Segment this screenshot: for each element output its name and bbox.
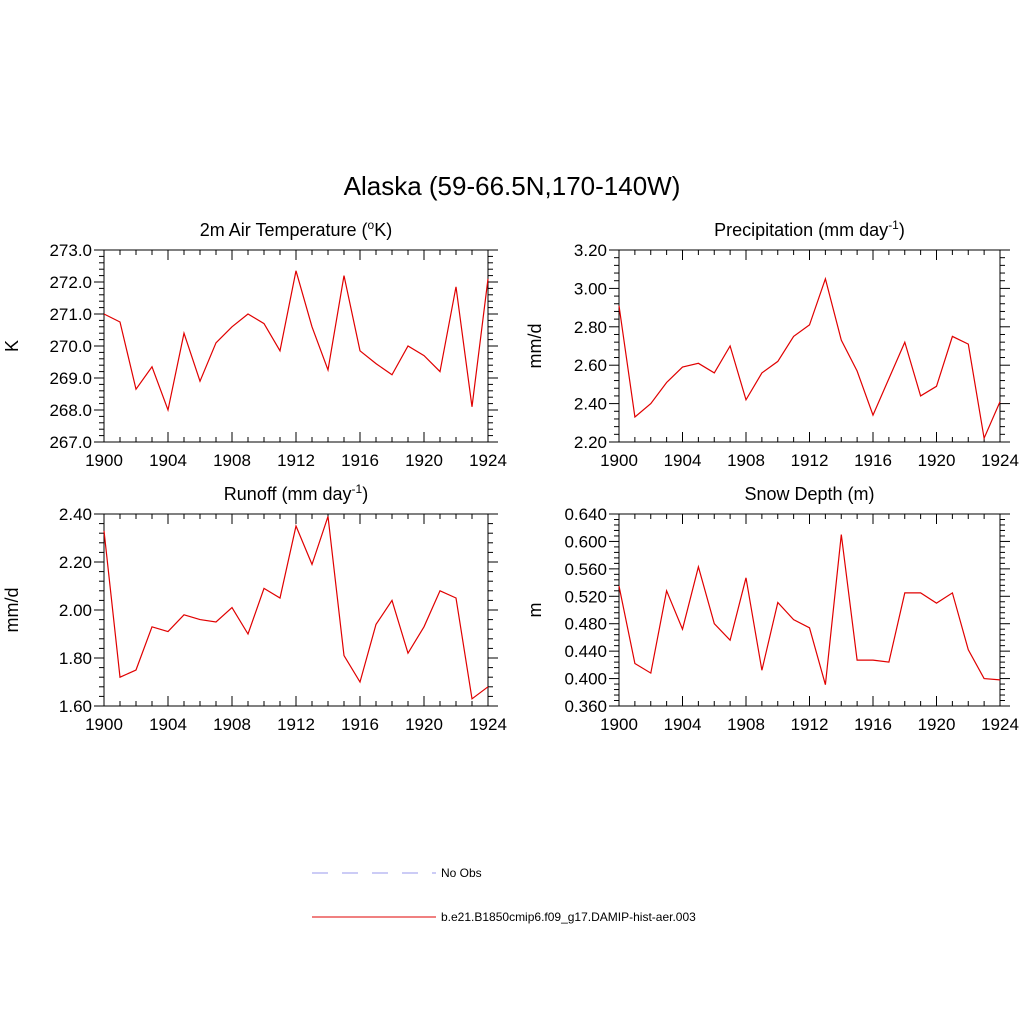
y-tick-label: 271.0 [49,305,92,324]
y-tick-label: 0.520 [564,587,607,606]
panel-title-air-temperature: 2m Air Temperature (oK) [200,218,392,240]
legend: No Obs b.e21.B1850cmip6.f09_g17.DAMIP-hi… [312,866,696,924]
y-tick-label: 0.360 [564,697,607,716]
panel-title-snow-depth: Snow Depth (m) [744,484,874,504]
x-tick-label: 1916 [341,451,379,470]
x-tick-label: 1912 [791,715,829,734]
x-tick-label: 1924 [469,715,507,734]
y-axis-label-precipitation: mm/d [525,324,545,369]
x-tick-label: 1920 [918,451,956,470]
y-tick-label: 267.0 [49,433,92,452]
y-tick-label: 270.0 [49,337,92,356]
x-tick-label: 1908 [727,715,765,734]
x-tick-label: 1900 [85,715,123,734]
panel-air-temperature: 1900 1904 1908 1912 1916 1920 1924 267.0 268.0 26… [2,218,507,470]
x-tick-label: 1912 [277,715,315,734]
figure-title: Alaska (59-66.5N,170-140W) [344,171,681,201]
y-tick-label: 0.600 [564,532,607,551]
plot-frame-runoff [103,513,489,707]
x-tick-label: 1900 [600,715,638,734]
x-tick-label: 1920 [405,715,443,734]
x-tick-label: 1920 [405,451,443,470]
plot-frame-snow-depth [618,513,1001,707]
x-tick-label: 1900 [600,451,638,470]
x-tick-label: 1900 [85,451,123,470]
y-tick-label: 1.60 [59,697,92,716]
y-tick-label: 3.20 [574,241,607,260]
series-line-snow-depth [618,534,1001,685]
panel-title-runoff: Runoff (mm day-1) [224,482,368,504]
x-tick-label: 1916 [341,715,379,734]
x-tick-label: 1908 [213,715,251,734]
x-tick-label: 1904 [149,715,187,734]
y-tick-label: 2.20 [59,553,92,572]
x-tick-label: 1920 [918,715,956,734]
panel-precipitation: 1900 1904 1908 1912 1916 1920 1924 2.20 2.40 2.60… [525,218,1019,470]
y-tick-label: 268.0 [49,401,92,420]
y-tick-label: 272.0 [49,273,92,292]
y-tick-label: 0.480 [564,615,607,634]
y-axis-label-air-temperature: K [2,340,22,352]
x-tick-label: 1912 [277,451,315,470]
y-tick-label: 1.80 [59,649,92,668]
y-tick-label: 2.80 [574,318,607,337]
y-tick-label: 2.40 [574,395,607,414]
x-tick-label: 1916 [854,715,892,734]
y-tick-label: 0.560 [564,560,607,579]
series-line-air-temperature [103,270,489,413]
panel-runoff: 1900 1904 1908 1912 1916 1920 1924 1.60 1.80 2.00… [2,482,507,734]
legend-label-no-obs: No Obs [441,866,482,880]
y-tick-label: 3.00 [574,279,607,298]
y-tick-label: 0.440 [564,642,607,661]
x-tick-label: 1924 [469,451,507,470]
series-line-runoff [103,516,489,700]
y-axis-label-runoff: mm/d [2,588,22,633]
x-tick-label: 1916 [854,451,892,470]
x-tick-label: 1908 [213,451,251,470]
x-tick-label: 1908 [727,451,765,470]
y-tick-label: 2.00 [59,601,92,620]
x-tick-label: 1912 [791,451,829,470]
y-tick-label: 2.60 [574,356,607,375]
y-tick-label: 269.0 [49,369,92,388]
y-tick-label: 2.20 [574,433,607,452]
series-line-precipitation [618,276,1001,441]
y-tick-label: 2.40 [59,505,92,524]
y-axis-label-snow-depth: m [525,603,545,618]
x-tick-label: 1924 [981,715,1019,734]
x-tick-label: 1924 [981,451,1019,470]
x-tick-label: 1904 [149,451,187,470]
y-tick-label: 0.400 [564,670,607,689]
panel-title-precipitation: Precipitation (mm day-1) [714,218,905,240]
panels: 1900 1904 1908 1912 1916 1920 1924 267.0 268.0 26… [2,218,1019,734]
x-tick-label: 1904 [664,715,702,734]
x-tick-label: 1904 [664,451,702,470]
y-tick-label: 0.640 [564,505,607,524]
plot-frame-precipitation [618,249,1001,443]
plot-frame-air-temperature [103,249,489,443]
panel-snow-depth: 1900 1904 1908 1912 1916 1920 1924 0.360 0.400 0.… [525,484,1019,734]
legend-label-model-run: b.e21.B1850cmip6.f09_g17.DAMIP-hist-aer.… [441,910,696,924]
y-tick-label: 273.0 [49,241,92,260]
